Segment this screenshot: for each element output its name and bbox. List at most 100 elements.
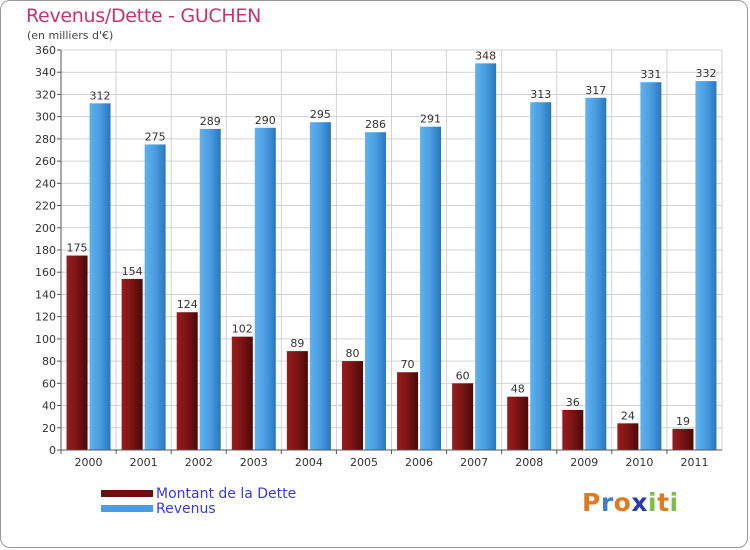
chart-title: Revenus/Dette - GUCHEN (26, 5, 262, 27)
bar-debt (176, 312, 198, 450)
data-label-revenue: 289 (200, 115, 221, 128)
legend-item-debt: Montant de la Dette (101, 485, 297, 502)
bar-revenue (640, 82, 662, 450)
data-label-debt: 154 (122, 265, 143, 278)
bar-revenue (364, 132, 386, 450)
bar-debt (66, 255, 88, 450)
bar-revenue (199, 128, 221, 450)
bar-revenue (695, 81, 717, 450)
x-tick-label: 2002 (185, 456, 213, 469)
y-tick-label: 60 (42, 377, 56, 390)
bar-debt (452, 383, 474, 450)
x-tick-label: 2008 (515, 456, 543, 469)
data-label-debt: 48 (511, 383, 525, 396)
logo-letter: i (648, 488, 658, 517)
bar-debt (562, 410, 584, 450)
bar-revenue (309, 122, 331, 450)
x-tick-label: 2010 (625, 456, 653, 469)
bar-debt (341, 361, 363, 450)
data-label-debt: 175 (67, 242, 88, 255)
y-tick-label: 240 (35, 177, 56, 190)
x-tick-label: 2003 (240, 456, 268, 469)
data-label-revenue: 331 (640, 68, 661, 81)
y-tick-label: 280 (35, 133, 56, 146)
x-tick-label: 2004 (295, 456, 323, 469)
proxiti-logo: Proxiti (582, 488, 679, 517)
data-label-debt: 89 (290, 337, 304, 350)
logo-letter: t (657, 488, 670, 517)
bar-debt (121, 278, 143, 450)
data-label-revenue: 295 (310, 108, 331, 121)
x-tick-label: 2011 (680, 456, 708, 469)
bar-revenue (89, 103, 111, 450)
data-label-debt: 19 (676, 415, 690, 428)
y-tick-label: 160 (35, 266, 56, 279)
bar-debt (397, 372, 419, 450)
y-tick-label: 40 (42, 400, 56, 413)
data-label-revenue: 290 (255, 114, 276, 127)
bar-revenue (475, 63, 497, 450)
legend-item-revenue: Revenus (101, 500, 296, 517)
y-tick-label: 140 (35, 288, 56, 301)
bar-revenue (420, 126, 442, 451)
x-tick-label: 2009 (570, 456, 598, 469)
y-tick-label: 80 (42, 355, 56, 368)
data-label-debt: 60 (456, 369, 470, 382)
bar-revenue (254, 127, 276, 451)
y-tick-label: 180 (35, 244, 56, 257)
legend-label-debt: Montant de la Dette (156, 485, 297, 502)
bar-debt (286, 351, 308, 450)
y-tick-label: 300 (35, 111, 56, 124)
data-label-debt: 70 (401, 358, 415, 371)
data-label-debt: 80 (345, 347, 359, 360)
y-tick-label: 220 (35, 200, 56, 213)
data-label-revenue: 332 (695, 67, 716, 80)
bar-debt (672, 428, 694, 450)
data-label-debt: 124 (177, 298, 198, 311)
bar-debt (617, 423, 639, 450)
y-tick-label: 100 (35, 333, 56, 346)
legend-swatch-revenue (101, 505, 153, 512)
data-label-revenue: 348 (475, 49, 496, 62)
bar-revenue (144, 144, 166, 450)
logo-letter: i (669, 488, 679, 517)
logo-letter: o (613, 488, 632, 517)
logo-letter: x (631, 488, 648, 517)
bars: 175 312 154 275 124 289 102 290 89 295 80 286 70 291 6… (66, 49, 717, 451)
x-tick-label: 2001 (130, 456, 158, 469)
legend-label-revenue: Revenus (156, 500, 216, 517)
data-label-revenue: 286 (365, 118, 386, 131)
x-tick-label: 2005 (350, 456, 378, 469)
y-tick-label: 260 (35, 155, 56, 168)
data-label-debt: 36 (566, 396, 580, 409)
y-tick-label: 200 (35, 222, 56, 235)
chart-subtitle: (en milliers d'€) (27, 29, 114, 42)
bar-debt (231, 336, 253, 450)
axes: 0 20 40 60 80 100 120 140 160 180 200 220 240 260 280 3… (35, 44, 722, 469)
data-label-revenue: 291 (420, 113, 441, 126)
logo-letter: P (582, 488, 601, 517)
data-label-revenue: 312 (90, 89, 111, 102)
data-label-revenue: 313 (530, 88, 551, 101)
bar-debt (507, 396, 529, 450)
x-tick-label: 2006 (405, 456, 433, 469)
y-tick-label: 360 (35, 44, 56, 57)
grid-lines (60, 49, 723, 451)
data-label-debt: 24 (621, 409, 635, 422)
bar-revenue (585, 97, 607, 451)
y-tick-label: 0 (49, 444, 56, 457)
data-label-debt: 102 (232, 323, 253, 336)
y-tick-label: 320 (35, 88, 56, 101)
y-tick-label: 340 (35, 66, 56, 79)
logo-letter: r (600, 488, 614, 517)
data-label-revenue: 275 (145, 130, 166, 143)
legend: Montant de la Dette Revenus (101, 485, 297, 517)
x-tick-label: 2007 (460, 456, 488, 469)
y-tick-label: 20 (42, 422, 56, 435)
y-tick-label: 120 (35, 311, 56, 324)
x-tick-label: 2000 (75, 456, 103, 469)
bar-revenue (530, 102, 552, 450)
data-label-revenue: 317 (585, 84, 606, 97)
legend-swatch-debt (101, 490, 153, 497)
